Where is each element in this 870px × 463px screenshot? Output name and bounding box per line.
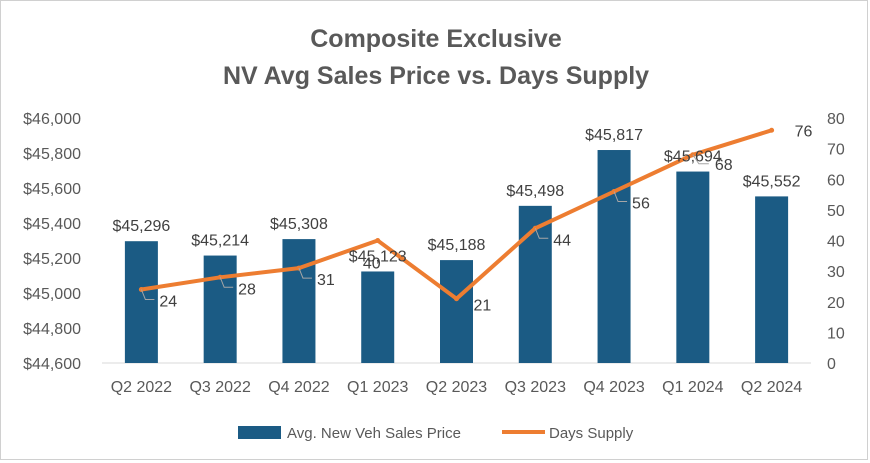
bar bbox=[676, 171, 710, 363]
line-data-label: 44 bbox=[553, 232, 571, 249]
y-right-tick-label: 0 bbox=[827, 356, 836, 373]
line-point bbox=[769, 127, 775, 133]
line-point bbox=[375, 238, 381, 243]
line-label-leader bbox=[140, 289, 155, 300]
y-right-tick-label: 70 bbox=[827, 142, 845, 159]
bar-data-label: $45,817 bbox=[585, 127, 643, 144]
line-data-label: 76 bbox=[795, 123, 813, 140]
bar-data-label: $45,308 bbox=[270, 216, 328, 233]
line-label-leader bbox=[534, 228, 549, 239]
bar bbox=[282, 239, 316, 363]
y-left-tick-label: $44,800 bbox=[23, 321, 81, 338]
x-tick-label: Q2 2024 bbox=[741, 379, 802, 396]
y-right-tick-label: 40 bbox=[827, 234, 845, 251]
label-layer: $45,296 $45,214 $45,308 $45,123 $45,188 $45,4… bbox=[112, 123, 812, 314]
x-tick-label: Q3 2022 bbox=[189, 379, 250, 396]
bar-data-label: $45,552 bbox=[743, 173, 801, 190]
x-tick-label: Q3 2023 bbox=[505, 379, 566, 396]
x-tick-label: Q2 2023 bbox=[426, 379, 487, 396]
chart-title-line1: Composite Exclusive bbox=[310, 25, 562, 53]
legend-label-line: Days Supply bbox=[549, 425, 634, 442]
bar-layer bbox=[124, 150, 789, 363]
y-left-tick-label: $45,000 bbox=[23, 286, 81, 303]
x-tick-label: Q4 2023 bbox=[583, 379, 644, 396]
bar bbox=[518, 205, 552, 363]
y-left-tick-label: $46,000 bbox=[23, 111, 81, 128]
y-left-tick-label: $44,600 bbox=[23, 356, 81, 373]
y-left-tick-label: $45,600 bbox=[23, 181, 81, 198]
bar-data-label: $45,498 bbox=[506, 183, 564, 200]
x-tick-label: Q4 2022 bbox=[268, 379, 329, 396]
y-left-tick-label: $45,800 bbox=[23, 146, 81, 163]
x-tick-label: Q1 2023 bbox=[347, 379, 408, 396]
legend-swatch-bar bbox=[238, 426, 281, 439]
line-label-leader bbox=[692, 154, 709, 165]
y-right-tick-label: 20 bbox=[827, 295, 845, 312]
y-right-tick-label: 50 bbox=[827, 203, 845, 220]
line-point bbox=[454, 296, 459, 302]
line-label-leader bbox=[613, 191, 628, 202]
line-label-leader bbox=[219, 277, 234, 288]
bar bbox=[597, 150, 631, 363]
bar bbox=[361, 271, 395, 363]
bar-data-label: $45,214 bbox=[191, 233, 249, 250]
bar bbox=[440, 260, 473, 363]
x-tick-label: Q1 2024 bbox=[662, 379, 723, 396]
bar bbox=[203, 255, 237, 363]
line-data-label: 21 bbox=[474, 298, 492, 315]
y-left-tick-label: $45,400 bbox=[23, 216, 81, 233]
y-left-tick-label: $45,200 bbox=[23, 251, 81, 268]
x-tick-label: Q2 2022 bbox=[111, 379, 172, 396]
line-data-label: 68 bbox=[715, 157, 733, 174]
line-data-label: 56 bbox=[632, 196, 650, 213]
line-data-label: 40 bbox=[363, 256, 381, 273]
chart-title-line2: NV Avg Sales Price vs. Days Supply bbox=[223, 62, 649, 90]
y-right-tick-label: 30 bbox=[827, 264, 845, 281]
y-right-tick-label: 60 bbox=[827, 172, 845, 189]
bar bbox=[755, 196, 789, 363]
bar-data-label: $45,296 bbox=[112, 218, 170, 235]
y-right-tick-label: 80 bbox=[827, 111, 845, 128]
bar bbox=[124, 241, 158, 363]
line-data-label: 31 bbox=[317, 272, 335, 289]
bar-data-label: $45,123 bbox=[349, 248, 407, 265]
bar-data-label: $45,188 bbox=[428, 237, 486, 254]
line-data-label: 28 bbox=[238, 281, 256, 298]
axis-layer: $44,600 $44,800 $45,000 $45,200 $45,400 $45,6… bbox=[23, 111, 845, 396]
line-data-label: 24 bbox=[159, 294, 177, 311]
bar-data-label: $45,694 bbox=[664, 149, 722, 166]
line-label-leader bbox=[298, 267, 312, 279]
y-right-tick-label: 10 bbox=[827, 325, 845, 342]
legend-label-bar: Avg. New Veh Sales Price bbox=[287, 425, 461, 442]
legend: Avg. New Veh Sales Price Days Supply bbox=[238, 425, 634, 442]
